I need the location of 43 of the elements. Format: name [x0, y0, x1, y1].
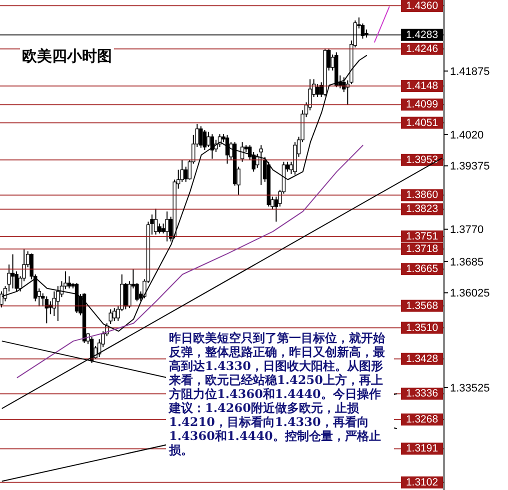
- ref-line-label: 1.4148: [406, 80, 438, 92]
- ref-line-label: 1.3568: [406, 300, 438, 312]
- y-tick-label: 1.36025: [450, 288, 490, 300]
- candlestick: [124, 282, 128, 310]
- ref-line-label: 1.4051: [406, 116, 438, 129]
- ref-line-label: 1.3510: [406, 322, 438, 334]
- candlestick: [10, 254, 15, 289]
- candlestick: [316, 84, 320, 98]
- candlestick: [225, 134, 230, 164]
- ref-line-label: 1.3268: [406, 414, 438, 426]
- ref-line-label: 1.3718: [406, 242, 438, 255]
- ref-line-label: 1.3336: [406, 388, 438, 400]
- ref-line-label: 1.4246: [406, 42, 438, 55]
- y-tick-label: 1.3770: [450, 224, 484, 236]
- ref-line-label: 1.4283: [406, 28, 438, 41]
- ref-line-label: 1.3428: [406, 352, 438, 365]
- ref-line-label: 1.3860: [406, 189, 438, 202]
- ref-line-label: 1.3102: [406, 476, 438, 488]
- candlestick: [161, 223, 166, 234]
- y-tick-label: 1.4020: [450, 129, 484, 142]
- ref-line-label: 1.3823: [406, 203, 438, 216]
- candlestick: [112, 308, 116, 322]
- candlestick: [158, 223, 162, 234]
- y-tick-label: 1.33525: [450, 382, 490, 394]
- candlestick: [202, 129, 207, 151]
- ref-line-label: 1.3751: [406, 230, 438, 242]
- candlestick: [259, 144, 263, 186]
- text: 欧美四小时图: [20, 47, 114, 66]
- ref-line-label: 1.3953: [406, 154, 438, 166]
- candlestick: [165, 210, 169, 242]
- y-tick-label: 1.39375: [450, 160, 490, 173]
- ref-line-label: 1.3665: [406, 263, 438, 276]
- text: 昨日欧美短空只到了第一目标位，就开始反弹，整体思路正确，昨日又创新高，最高到达1.4330，日图收大阳柱。从图形来看，欧元已经站稳1.4250上方，再上方阻力位1.4360和1.4440。今日操作建议：1.4260附近做多欧元，止损1.4210，目标看向1.4330，再看向1.4360和1.4440。控制仓量，严格止损。: [169, 331, 385, 457]
- candlestick: [199, 126, 203, 148]
- candlestick: [108, 308, 112, 325]
- ref-line-label: 1.3191: [406, 442, 438, 455]
- candlestick: [67, 276, 72, 289]
- ref-line-label: 1.4360: [406, 0, 438, 12]
- candlestick: [154, 208, 158, 236]
- y-tick-label: 1.41875: [450, 66, 490, 78]
- ref-line-label: 1.4099: [406, 98, 438, 111]
- candlestick: [206, 131, 210, 148]
- y-tick-label: 1.3685: [450, 256, 484, 268]
